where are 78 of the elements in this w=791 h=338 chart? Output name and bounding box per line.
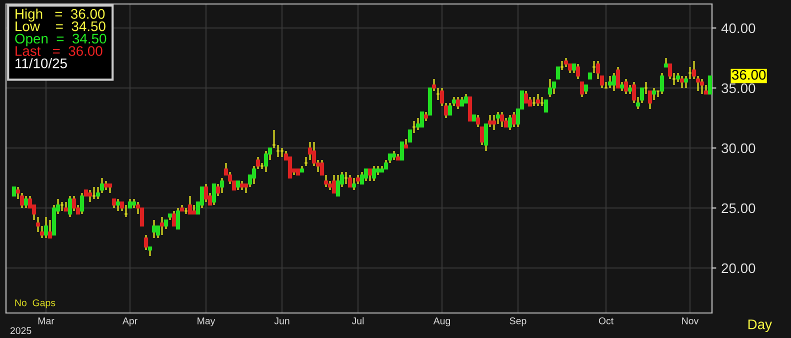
candlestick [220, 177, 224, 194]
candlestick [652, 87, 656, 101]
candlestick [624, 78, 628, 95]
candlestick [488, 114, 492, 128]
x-tick-label: Apr [122, 318, 138, 326]
y-tick-label: 35.00 [722, 83, 756, 94]
candlestick [336, 174, 340, 197]
candlestick [48, 219, 52, 239]
candlestick [400, 141, 404, 161]
candlestick [420, 111, 424, 128]
candlestick [68, 195, 72, 218]
text: 2025 [10, 327, 32, 334]
candlestick [544, 99, 548, 113]
candlestick [576, 63, 580, 80]
annotation: High = 36.00 [16, 8, 105, 22]
candlestick [332, 174, 336, 194]
candlestick [72, 195, 76, 212]
x-tick-label: Mar [38, 318, 54, 324]
candlestick [492, 114, 496, 131]
candlestick [160, 216, 164, 236]
x-tick-label: May [198, 318, 216, 326]
candlestick [144, 234, 148, 251]
candlestick [700, 78, 704, 95]
candlestick [608, 75, 612, 89]
candlestick [372, 165, 376, 182]
candlestick [352, 177, 356, 191]
candlestick [552, 81, 556, 95]
candlestick [116, 198, 120, 212]
candlestick [456, 96, 460, 110]
candlestick [44, 216, 48, 239]
candlestick [408, 129, 412, 143]
x-tick-label: Nov [682, 318, 699, 324]
candlestick [176, 207, 180, 230]
y-tick-label: 20.00 [722, 263, 756, 274]
annotation: Low = 34.50 [16, 21, 106, 32]
candlestick [360, 171, 364, 185]
x-tick-label: Jun [274, 318, 290, 324]
candlestick [708, 75, 712, 95]
candlestick [152, 219, 156, 239]
candlestick [580, 81, 584, 98]
candlestick [204, 183, 208, 203]
candlestick [680, 75, 684, 89]
candlestick [364, 168, 368, 182]
text: Day [748, 320, 772, 332]
candlestick [616, 66, 620, 89]
candlestick [660, 72, 664, 95]
candlestick [188, 195, 192, 215]
annotation: Last = 36.00 [16, 46, 102, 56]
y-tick-label: 40.00 [721, 23, 756, 34]
candlestick [500, 111, 504, 128]
annotation: No Gaps [15, 299, 56, 308]
y-tick-label: 30.00 [722, 143, 756, 154]
candlestick [264, 150, 268, 173]
text: 36.00 [732, 70, 766, 80]
annotation: Open = 34.50 [15, 34, 106, 46]
candlestick [536, 93, 540, 107]
y-tick-label: 25.00 [722, 203, 756, 214]
x-tick-label: Aug [433, 318, 450, 326]
x-tick-label: Jul [352, 317, 364, 324]
candlestick [24, 195, 28, 209]
candlestick [172, 210, 176, 227]
candlestick [524, 90, 528, 104]
x-tick-label: Oct [598, 317, 614, 324]
x-tick-label: Sep [510, 317, 526, 326]
candlestick [612, 72, 616, 92]
candlestick [468, 96, 472, 122]
candlestick [288, 156, 292, 179]
candlestick [508, 114, 512, 131]
candlestick [368, 168, 372, 182]
candlestick [80, 192, 84, 215]
candlestick [212, 183, 216, 206]
candlestick [512, 111, 516, 128]
candlestick [140, 207, 144, 227]
candlestick [548, 78, 552, 98]
candlestick [348, 174, 352, 188]
candlestick [88, 189, 92, 203]
annotation: 11/10/25 [16, 58, 67, 68]
candlestick [556, 66, 560, 80]
